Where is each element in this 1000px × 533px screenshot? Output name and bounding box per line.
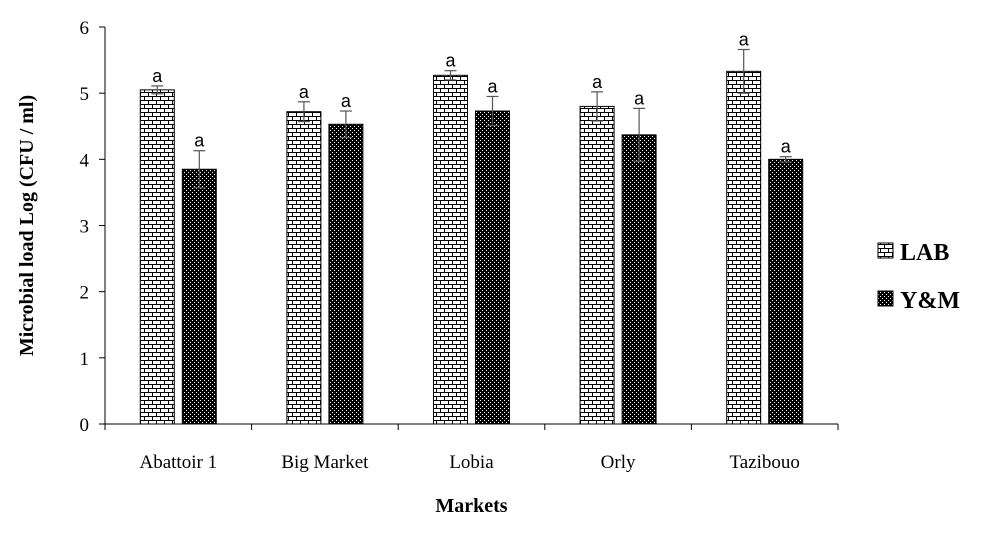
significance-label: a xyxy=(634,88,645,108)
bar-brick xyxy=(286,111,322,425)
y-tick-label: 6 xyxy=(80,18,90,39)
significance-label: a xyxy=(592,72,603,92)
bar-dots xyxy=(181,168,217,425)
x-tick-label: Tazibouo xyxy=(729,452,799,473)
legend-swatch xyxy=(877,290,894,307)
bar-dots xyxy=(328,123,364,425)
significance-label: a xyxy=(781,137,792,157)
bar-brick xyxy=(579,105,615,425)
labels: Abattoir 1 Big Market Lobia Orly Tazibouo Mar… xyxy=(16,29,800,517)
x-tick-label: Abattoir 1 xyxy=(140,452,218,473)
y-tick-label: 3 xyxy=(80,217,90,238)
legend-label: Y&M xyxy=(900,288,960,314)
y-tick-label: 1 xyxy=(80,349,90,370)
y-tick-label: 4 xyxy=(80,150,90,171)
significance-label: a xyxy=(194,131,205,151)
y-axis-title: Microbial load Log (CFU / ml) xyxy=(16,95,38,356)
bar-dots xyxy=(768,158,804,425)
bar-dots xyxy=(475,110,510,425)
significance-label: a xyxy=(341,91,352,111)
bar-brick xyxy=(139,89,175,425)
y-tick-label: 0 xyxy=(80,415,90,436)
bar-dots xyxy=(621,134,657,425)
x-tick-label: Lobia xyxy=(449,452,494,473)
significance-label: a xyxy=(152,66,163,86)
x-tick-label: Orly xyxy=(601,452,636,473)
x-axis-title: Markets xyxy=(435,495,507,517)
y-tick-label: 5 xyxy=(80,84,90,105)
bar-brick xyxy=(433,74,468,425)
bar-brick xyxy=(726,70,762,425)
bars xyxy=(139,48,804,425)
y-tick-label: 2 xyxy=(80,283,90,304)
legend-swatch xyxy=(877,242,894,259)
significance-label: a xyxy=(739,29,750,49)
x-tick-label: Big Market xyxy=(281,452,369,473)
legend-label: LAB xyxy=(900,240,949,266)
significance-label: a xyxy=(299,82,310,102)
significance-label: a xyxy=(445,51,456,71)
axes: 0 1 2 3 4 5 6 xyxy=(80,18,839,436)
legend: LAB Y&M xyxy=(877,240,960,314)
significance-label: a xyxy=(487,76,498,96)
